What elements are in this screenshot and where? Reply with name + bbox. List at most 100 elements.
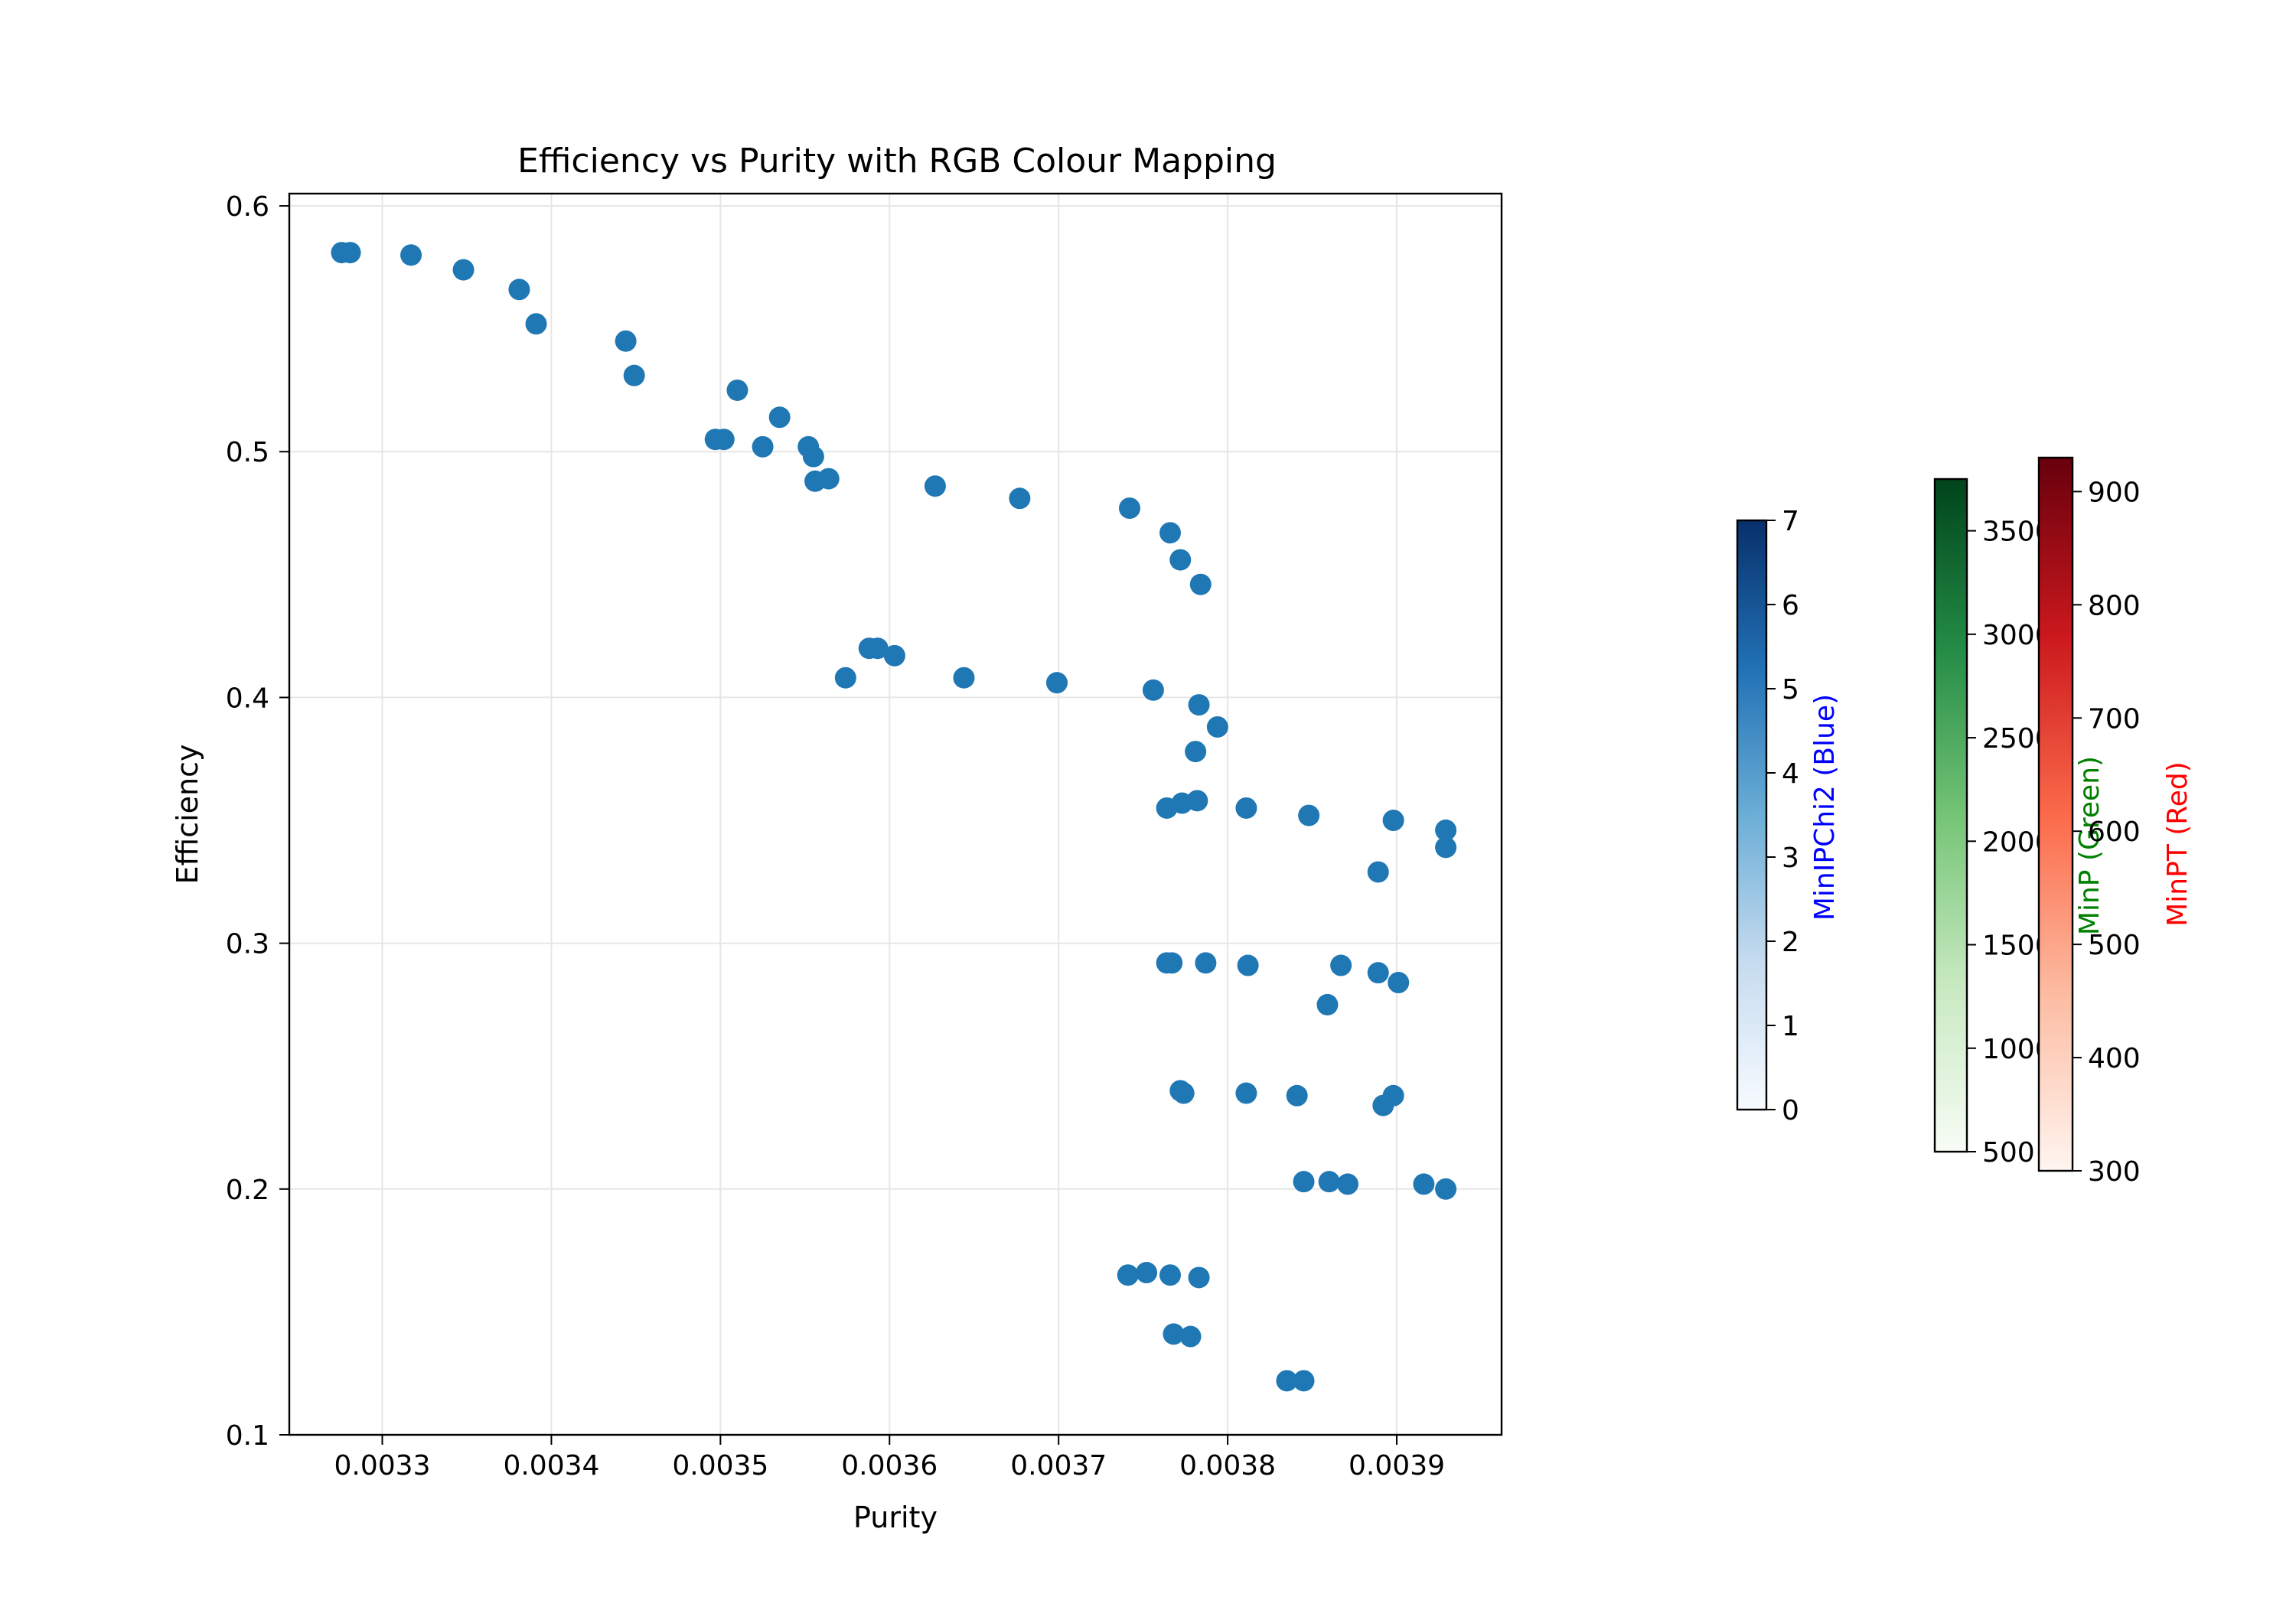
colorbar-label: MinIPChi2 (Blue) — [1809, 694, 1841, 921]
chart-title: Efficiency vs Purity with RGB Colour Map… — [517, 142, 1277, 181]
scatter-point — [1435, 1178, 1457, 1200]
scatter-point — [752, 435, 774, 458]
plot-frame — [288, 192, 1503, 1436]
x-tick-label: 0.0038 — [1179, 1450, 1276, 1482]
colorbar-tick-label: 400 — [2088, 1043, 2141, 1074]
scatter-point — [1372, 1094, 1394, 1116]
x-tick-label: 0.0033 — [334, 1450, 431, 1482]
scatter-point — [1235, 797, 1257, 819]
scatter-point — [1189, 573, 1212, 595]
colorbar-tick-label: 700 — [2088, 703, 2141, 735]
scatter-point — [1330, 954, 1352, 976]
scatter-point — [1435, 836, 1457, 859]
x-tick-label: 0.0035 — [672, 1450, 768, 1482]
scatter-point — [1367, 962, 1389, 984]
scatter-point — [1382, 810, 1404, 832]
y-tick-label: 0.1 — [226, 1420, 269, 1452]
scatter-point — [1136, 1262, 1158, 1284]
x-tick-label: 0.0036 — [841, 1450, 938, 1482]
scatter-point — [1179, 1325, 1202, 1348]
y-axis-label: Efficiency — [171, 744, 204, 884]
scatter-point — [339, 242, 361, 264]
colorbar-tick-label: 800 — [2088, 590, 2141, 621]
scatter-point — [1388, 972, 1410, 994]
colorbar-reds: 300 400 500 600 700 800 900 MinPT (Red) — [2037, 456, 2193, 1188]
scatter-point — [1413, 1173, 1435, 1195]
scatter-point — [1318, 1171, 1340, 1193]
scatter-point — [1276, 1370, 1298, 1392]
scatter-point — [1159, 1264, 1181, 1286]
colorbar-gradient — [1933, 478, 1968, 1153]
x-axis: 0.0033 0.0034 0.0035 0.0036 0.0037 0.0038 0.00… — [334, 1435, 1445, 1482]
scatter-point — [1235, 1082, 1257, 1104]
colorbar-tick-label: 500 — [2088, 930, 2141, 961]
x-tick-label: 0.0037 — [1010, 1450, 1107, 1482]
colorbar-tick-label: 1 — [1782, 1011, 1799, 1042]
colorbar-tick-label: 0 — [1782, 1095, 1799, 1126]
colorbar-tick-label: 6 — [1782, 590, 1799, 621]
scatter-point — [953, 667, 975, 689]
scatter-point — [1185, 741, 1207, 763]
scatter-point — [1186, 790, 1208, 812]
scatter-point — [1286, 1084, 1308, 1107]
colorbar-gradient — [2037, 456, 2074, 1172]
scatter-point — [1142, 679, 1164, 701]
scatter-point — [1435, 819, 1457, 841]
y-tick-label: 0.6 — [226, 191, 269, 223]
scatter-point — [1237, 954, 1259, 976]
scatter-point — [1045, 672, 1068, 694]
scatter-point — [1206, 715, 1228, 738]
y-tick-label: 0.4 — [226, 683, 269, 714]
scatter-point — [883, 644, 905, 667]
colorbar-tick-label: 5 — [1782, 674, 1799, 706]
scatter-point — [1188, 1266, 1210, 1289]
scatter-point — [1316, 993, 1339, 1015]
colorbar-label: MinPT (Red) — [2162, 761, 2193, 927]
scatter-point — [1163, 1323, 1185, 1345]
scatter-point — [817, 468, 840, 490]
scatter-point — [1336, 1173, 1358, 1195]
scatter-point — [1293, 1370, 1315, 1392]
colorbar-tick-label: 600 — [2088, 817, 2141, 848]
colorbar-tick-label: 7 — [1782, 506, 1799, 537]
scatter-point — [834, 667, 856, 689]
scatter-points — [331, 242, 1457, 1392]
scatter-point — [1117, 1264, 1139, 1286]
y-tick-label: 0.2 — [226, 1175, 269, 1206]
scatter-point — [615, 330, 637, 352]
scatter-point — [1169, 549, 1192, 571]
scatter-point — [400, 244, 422, 266]
x-axis-label: Purity — [853, 1501, 938, 1534]
colorbar-tick-label: 3 — [1782, 843, 1799, 874]
scatter-point — [924, 475, 946, 497]
scatter-point — [1161, 952, 1183, 974]
colorbar-label: MinP (Green) — [2074, 756, 2105, 935]
scatter-point — [726, 379, 748, 401]
scatter-point — [1298, 804, 1320, 826]
scatter-point — [1293, 1171, 1315, 1193]
scatter-point — [1159, 522, 1181, 544]
scatter-point — [1367, 861, 1389, 883]
colorbar-gradient — [1736, 519, 1768, 1111]
scatter-point — [452, 259, 475, 281]
colorbar-blues: 0 1 2 3 4 5 6 7 MinIPChi2 (Blue) — [1736, 506, 1841, 1126]
scatter-point — [1172, 1082, 1195, 1104]
scatter-point — [768, 406, 791, 429]
x-tick-label: 0.0034 — [503, 1450, 599, 1482]
scatter-point — [1118, 497, 1140, 520]
y-tick-label: 0.5 — [226, 437, 269, 468]
scatter-point — [1009, 487, 1031, 510]
colorbar-tick-label: 300 — [2088, 1156, 2141, 1188]
colorbar-tick-label: 500 — [1982, 1137, 2035, 1169]
colorbar-tick-label: 2 — [1782, 927, 1799, 958]
scatter-point — [525, 313, 547, 335]
scatter-point — [1195, 952, 1217, 974]
scatter-point — [866, 637, 889, 660]
colorbar-tick-label: 4 — [1782, 758, 1799, 790]
x-tick-label: 0.0039 — [1349, 1450, 1445, 1482]
scatter-point — [1188, 694, 1210, 716]
colorbar-tick-label: 900 — [2088, 477, 2141, 508]
y-axis: 0.1 0.2 0.3 0.4 0.5 0.6 — [226, 191, 289, 1452]
